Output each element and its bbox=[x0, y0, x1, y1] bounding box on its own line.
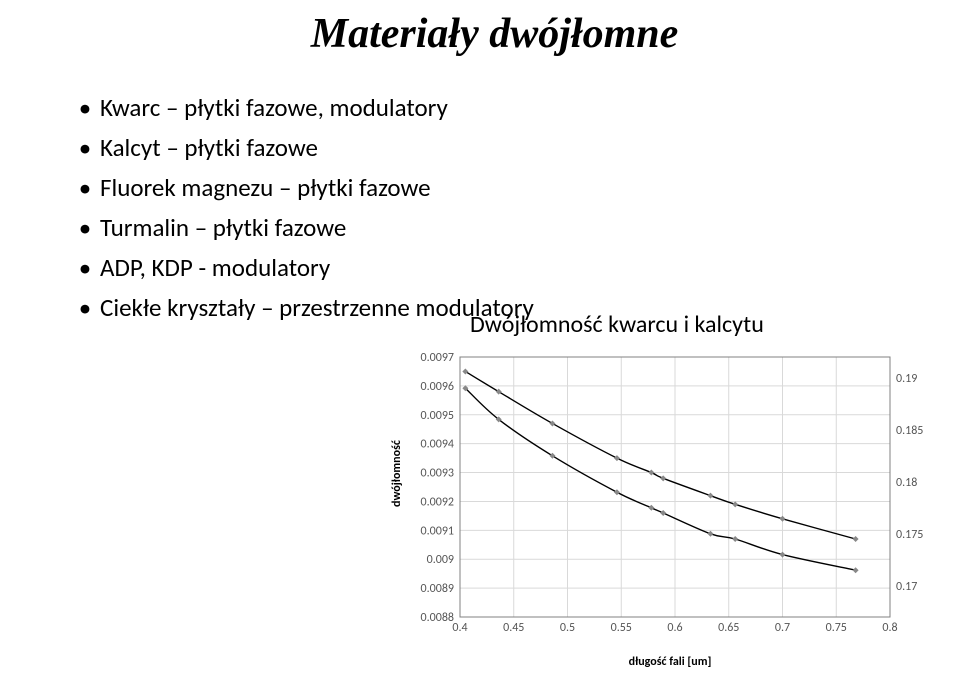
svg-text:0.0094: 0.0094 bbox=[421, 438, 454, 452]
svg-text:0.0093: 0.0093 bbox=[421, 467, 454, 481]
svg-text:0.0096: 0.0096 bbox=[421, 380, 454, 394]
svg-text:0.18: 0.18 bbox=[896, 476, 917, 490]
list-item: Fluorek magnezu – płytki fazowe bbox=[70, 168, 919, 208]
svg-text:0.55: 0.55 bbox=[611, 621, 632, 635]
svg-text:0.8: 0.8 bbox=[882, 621, 897, 635]
svg-text:0.4: 0.4 bbox=[452, 621, 467, 635]
svg-text:0.65: 0.65 bbox=[718, 621, 739, 635]
svg-text:0.75: 0.75 bbox=[826, 621, 847, 635]
svg-text:0.0089: 0.0089 bbox=[421, 582, 454, 596]
slide: Materiały dwójłomne Kwarc – płytki fazow… bbox=[0, 0, 959, 674]
list-item: Kalcyt – płytki fazowe bbox=[70, 128, 919, 168]
svg-text:0.175: 0.175 bbox=[896, 528, 923, 542]
chart-title: Dwójłomność kwarcu i kalcytu bbox=[470, 310, 950, 339]
chart-svg: 0.4 0.45 0.5 0.55 0.6 0.65 0.7 0.75 0.8 0.0088 0.0… bbox=[400, 347, 940, 647]
list-item: ADP, KDP - modulatory bbox=[70, 248, 919, 288]
bullet-list: Kwarc – płytki fazowe, modulatory Kalcyt… bbox=[70, 88, 919, 328]
slide-title: Materiały dwójłomne bbox=[70, 10, 919, 58]
svg-text:0.6: 0.6 bbox=[667, 621, 682, 635]
svg-text:0.0091: 0.0091 bbox=[421, 524, 454, 538]
svg-text:0.009: 0.009 bbox=[427, 553, 454, 567]
list-item: Kwarc – płytki fazowe, modulatory bbox=[70, 88, 919, 128]
chart-region: Dwójłomność kwarcu i kalcytu dwójłomność… bbox=[400, 310, 950, 670]
svg-text:0.7: 0.7 bbox=[775, 621, 790, 635]
svg-text:0.0097: 0.0097 bbox=[421, 351, 454, 365]
svg-text:0.5: 0.5 bbox=[560, 621, 575, 635]
svg-text:0.45: 0.45 bbox=[503, 621, 524, 635]
svg-text:0.19: 0.19 bbox=[896, 372, 917, 386]
chart-plot: dwójłomność 0.40.450.50.550.60.650.70.75… bbox=[400, 347, 940, 667]
svg-text:0.0088: 0.0088 bbox=[421, 611, 454, 625]
svg-text:0.185: 0.185 bbox=[896, 424, 923, 438]
svg-text:0.0092: 0.0092 bbox=[421, 495, 454, 509]
svg-text:0.17: 0.17 bbox=[896, 580, 917, 594]
svg-text:0.0095: 0.0095 bbox=[421, 409, 454, 423]
list-item: Turmalin – płytki fazowe bbox=[70, 208, 919, 248]
y-axis-label: dwójłomność bbox=[390, 440, 404, 507]
x-axis-label: długość fali [um] bbox=[400, 655, 940, 669]
